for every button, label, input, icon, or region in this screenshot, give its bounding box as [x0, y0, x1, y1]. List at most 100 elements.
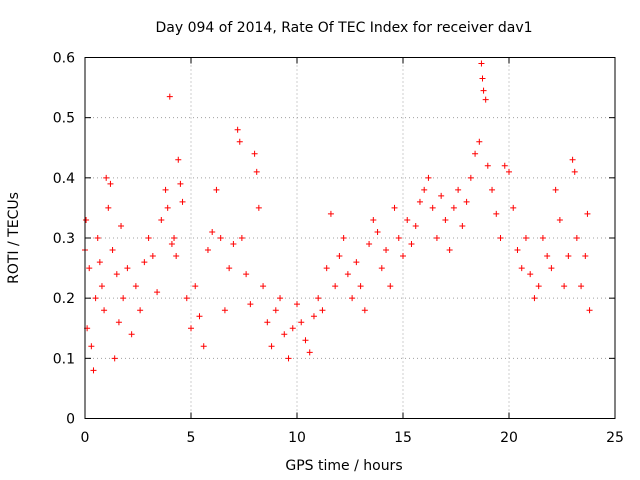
y-tick-label: 0.6 — [53, 51, 75, 67]
data-point — [294, 301, 300, 308]
data-point — [506, 168, 512, 175]
data-point — [86, 265, 93, 272]
x-tick-label: 5 — [187, 430, 196, 446]
data-point — [582, 253, 589, 260]
data-point — [482, 96, 489, 103]
data-point — [251, 150, 258, 157]
data-point — [302, 337, 309, 344]
data-point — [285, 355, 292, 362]
data-point — [518, 265, 525, 272]
data-point — [289, 325, 296, 332]
y-axis-label: ROTI / TECUs — [6, 192, 22, 284]
x-tick-label: 20 — [500, 430, 518, 446]
data-point — [173, 253, 180, 260]
data-point — [493, 210, 500, 217]
data-point — [298, 319, 305, 326]
data-point — [408, 241, 415, 248]
data-point — [158, 216, 165, 223]
data-point — [319, 307, 326, 314]
data-point — [472, 150, 479, 157]
data-point — [480, 87, 487, 94]
y-tick-label: 0.5 — [53, 111, 75, 127]
data-point — [310, 313, 317, 320]
y-tick-label: 0 — [66, 412, 75, 428]
data-point — [217, 235, 224, 241]
data-point — [145, 235, 152, 241]
data-point — [357, 283, 364, 290]
data-point — [243, 271, 250, 278]
data-point — [387, 283, 394, 290]
grid-layer — [85, 57, 615, 419]
data-point — [120, 295, 127, 302]
data-point — [455, 186, 462, 193]
data-point — [501, 162, 508, 169]
data-point — [565, 253, 572, 260]
data-point — [332, 283, 339, 290]
data-point — [489, 186, 496, 193]
data-point — [476, 138, 483, 145]
data-point — [429, 204, 436, 211]
data-point — [467, 174, 474, 181]
data-point — [209, 228, 216, 235]
data-point — [175, 156, 182, 163]
data-point — [344, 271, 351, 278]
data-point — [253, 168, 260, 175]
data-point — [94, 235, 101, 241]
data-point — [96, 259, 103, 266]
data-point — [281, 331, 288, 338]
data-point — [124, 265, 131, 272]
data-point — [118, 222, 125, 229]
data-point — [361, 307, 368, 314]
data-point — [395, 235, 402, 241]
data-point — [586, 307, 593, 314]
data-point — [433, 235, 440, 241]
data-point — [323, 265, 330, 272]
data-point — [83, 216, 90, 223]
data-point — [366, 241, 373, 248]
x-tick-label: 0 — [81, 430, 90, 446]
data-point — [479, 75, 486, 82]
data-point — [421, 186, 428, 193]
data-point — [188, 325, 194, 332]
data-point — [101, 307, 108, 314]
data-point — [578, 283, 585, 290]
data-point — [484, 162, 491, 169]
data-point — [561, 283, 568, 290]
data-point — [90, 367, 97, 374]
data-point — [141, 259, 148, 266]
data-point — [463, 198, 470, 205]
data-point — [166, 93, 173, 100]
data-point — [230, 241, 237, 248]
data-point — [425, 174, 432, 181]
tick-layer: 0 5 10 15 20 25 0 0.1 0.2 0.3 0.4 0.5 0.6 — [53, 51, 624, 447]
data-point — [247, 301, 254, 308]
data-point — [264, 319, 271, 326]
data-point — [497, 235, 504, 241]
data-point — [268, 343, 275, 350]
data-point — [315, 295, 322, 302]
x-axis-label: GPS time / hours — [285, 458, 402, 474]
data-point — [349, 295, 356, 302]
data-point — [128, 331, 135, 338]
data-point — [234, 126, 241, 133]
data-point — [213, 186, 220, 193]
data-point — [92, 295, 99, 302]
data-point — [548, 265, 555, 272]
data-point — [162, 186, 169, 193]
data-point — [306, 349, 313, 356]
data-point — [340, 235, 347, 241]
data-point — [255, 204, 262, 211]
data-point — [370, 216, 377, 223]
data-point — [539, 235, 546, 241]
data-point — [510, 204, 517, 211]
data-point — [446, 247, 453, 254]
data-point — [277, 295, 284, 302]
data-point — [183, 295, 190, 302]
data-point — [103, 174, 110, 181]
data-point — [336, 253, 343, 260]
data-point — [383, 247, 390, 254]
data-point — [353, 259, 360, 266]
data-point — [171, 235, 178, 241]
data-point — [531, 295, 538, 302]
x-tick-label: 15 — [394, 430, 412, 446]
